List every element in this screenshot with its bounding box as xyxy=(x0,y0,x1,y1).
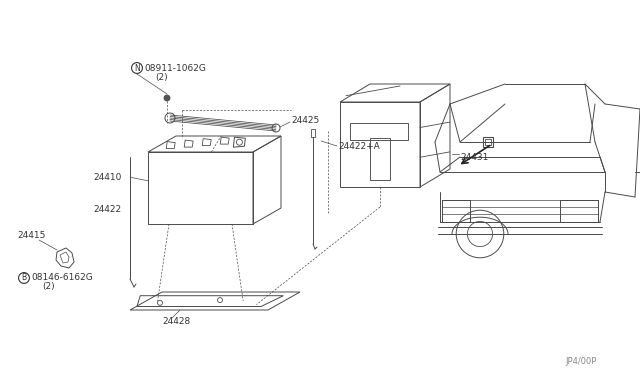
Text: 24422+A: 24422+A xyxy=(338,141,380,151)
Text: 24422: 24422 xyxy=(93,205,121,214)
Text: 24415: 24415 xyxy=(17,231,45,240)
Text: B: B xyxy=(21,273,27,282)
Text: 24431: 24431 xyxy=(460,153,488,162)
Text: 24410: 24410 xyxy=(93,173,122,182)
Circle shape xyxy=(164,95,170,101)
Text: 24425: 24425 xyxy=(291,115,319,125)
Text: N: N xyxy=(134,64,140,73)
Text: JP4/00P: JP4/00P xyxy=(565,357,596,366)
Text: 08146-6162G: 08146-6162G xyxy=(31,273,93,282)
Text: 08911-1062G: 08911-1062G xyxy=(144,64,206,73)
Text: (2): (2) xyxy=(42,282,54,292)
Text: 24428: 24428 xyxy=(162,317,190,327)
Text: (2): (2) xyxy=(155,73,168,81)
